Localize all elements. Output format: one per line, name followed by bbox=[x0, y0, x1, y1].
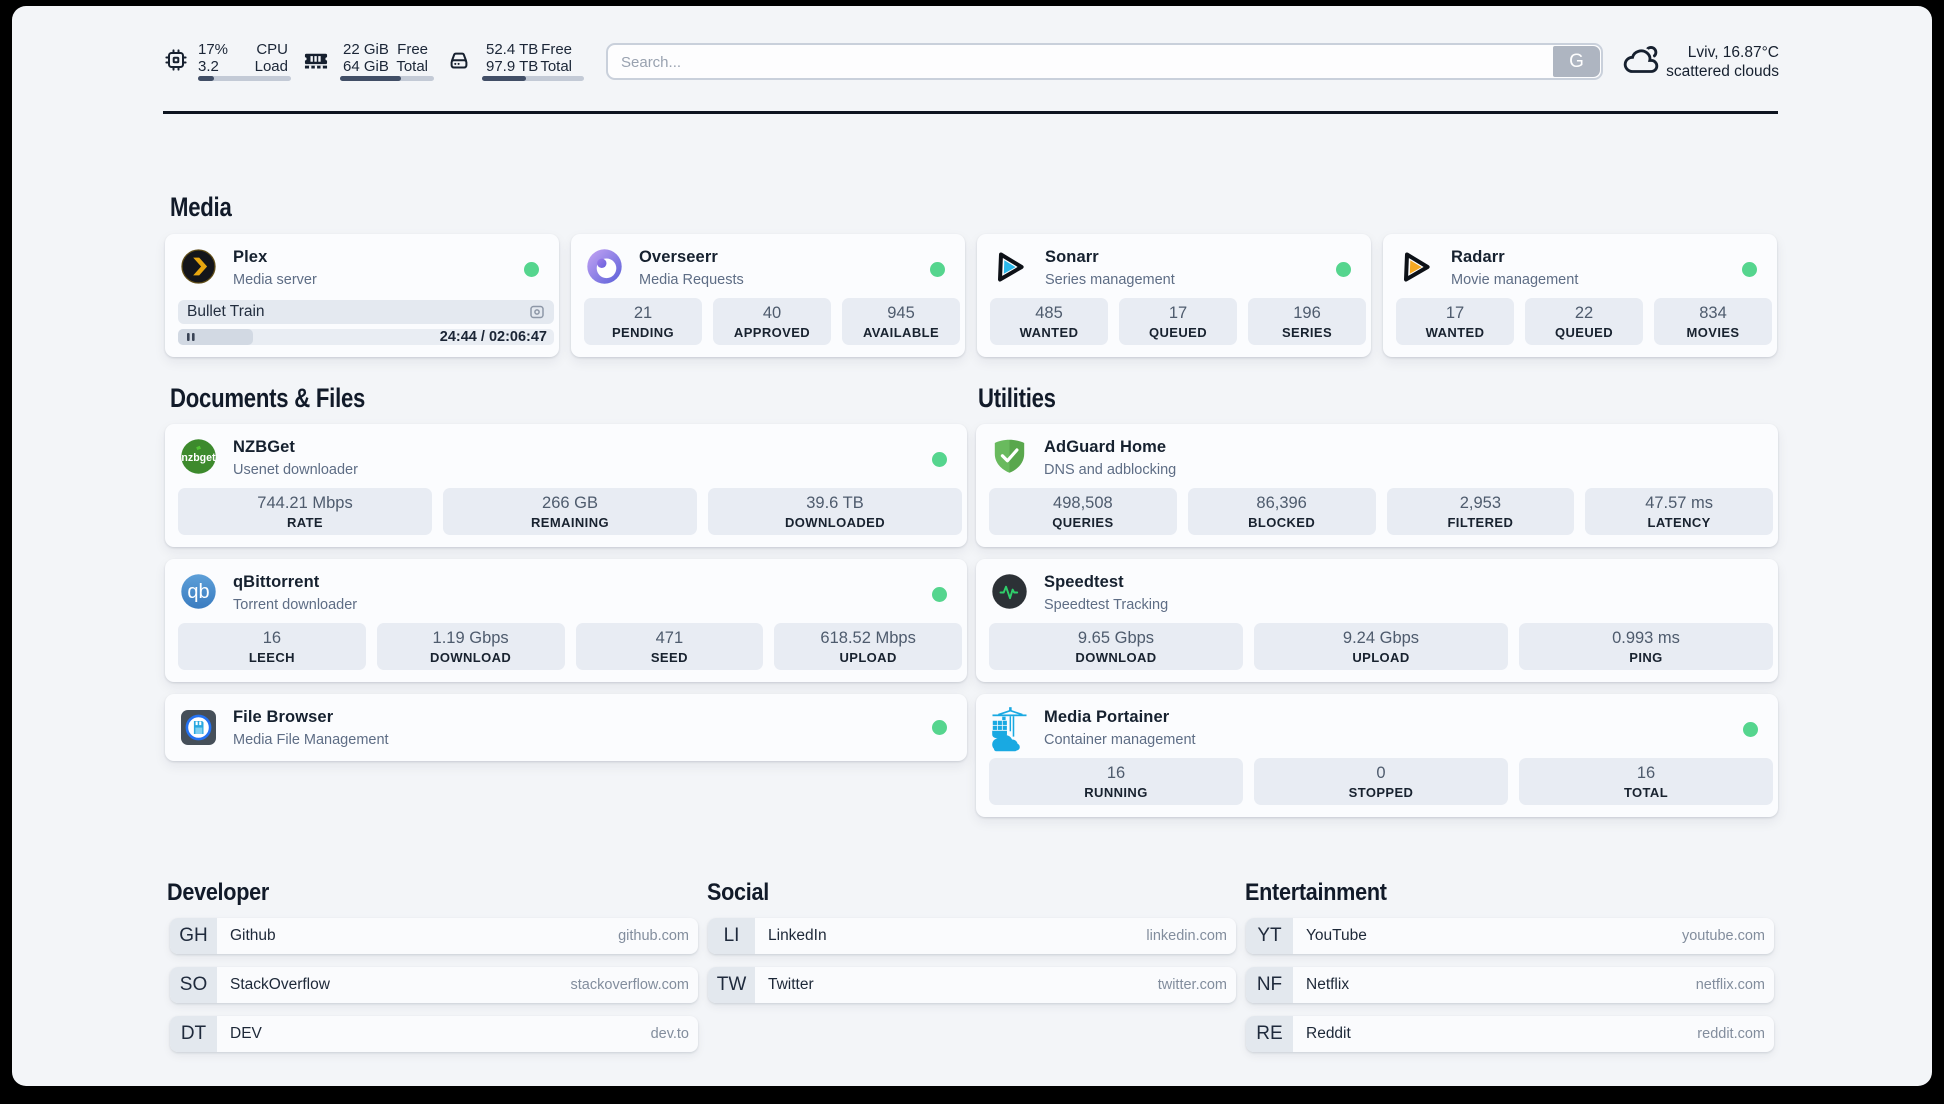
svg-text:qb: qb bbox=[187, 581, 209, 603]
svg-text:nzbget: nzbget bbox=[181, 452, 216, 464]
